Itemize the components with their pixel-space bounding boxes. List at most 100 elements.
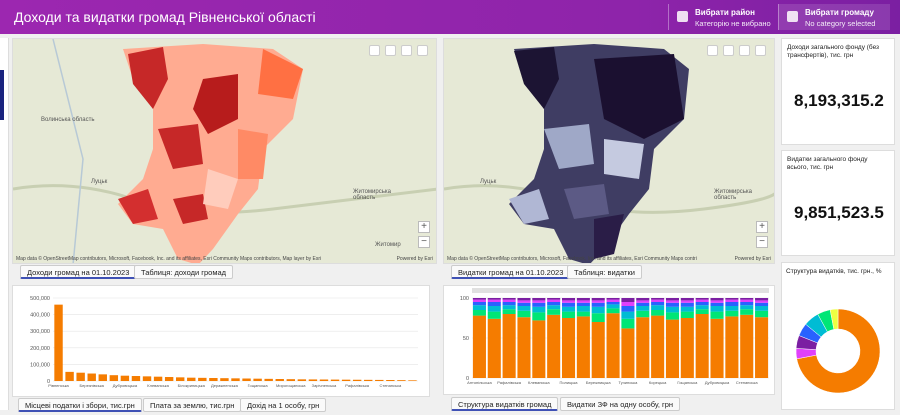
bar-segment [517, 302, 531, 306]
bar-segment [606, 298, 620, 300]
home-button[interactable] [723, 45, 734, 56]
place-label: Житомирська область [353, 189, 391, 201]
bar [242, 378, 251, 381]
region [544, 124, 594, 169]
region [193, 74, 238, 134]
x-tick-label: Білокриницька [178, 383, 206, 388]
legend-button[interactable] [739, 45, 750, 56]
map-canvas [444, 44, 774, 263]
bar-segment [591, 300, 605, 303]
layers-button[interactable] [417, 45, 428, 56]
region [158, 124, 203, 169]
bar-segment [755, 310, 769, 318]
bar-segment [606, 313, 620, 378]
bar-segment [710, 306, 724, 312]
bar-segment [710, 300, 724, 303]
bar-segment [665, 319, 680, 378]
region [564, 184, 609, 219]
zoom-in[interactable]: + [418, 221, 430, 233]
bar-segment [755, 317, 769, 378]
bar [54, 304, 63, 381]
y-tick-label: 0 [47, 379, 50, 385]
layers-button[interactable] [755, 45, 766, 56]
y-tick-label: 500,000 [30, 296, 50, 302]
home-button[interactable] [385, 45, 396, 56]
bar-segment [517, 300, 531, 303]
bar-segment [502, 305, 516, 310]
x-tick-label: Мирогощанська [276, 383, 306, 388]
bar-segment [665, 306, 680, 313]
bar-segment [606, 308, 620, 314]
kpi-value: 8,193,315.2 [794, 91, 884, 110]
bar-segment [695, 314, 709, 378]
bar-segment [680, 318, 694, 378]
bar-segment [725, 310, 739, 317]
map-income[interactable]: Волинська область Луцьк Житомирська обла… [12, 38, 437, 264]
bar [352, 379, 362, 381]
bar-segment [651, 305, 665, 310]
bar [131, 376, 141, 381]
region [128, 47, 168, 109]
region [118, 44, 303, 263]
x-tick-label: Рафалівська [345, 383, 370, 388]
bar-segment [636, 310, 650, 318]
attribution: Map data © OpenStreetMap contributors, M… [447, 256, 697, 262]
y-tick-label: 0 [466, 376, 469, 382]
tab[interactable]: Таблиця: доходи громад [134, 265, 234, 279]
zoom-in[interactable]: + [756, 221, 768, 233]
bar-segment [680, 306, 694, 312]
tab[interactable]: Видатки громад на 01.10.2023 [451, 265, 571, 279]
tab[interactable]: Видатки ЗФ на одну особу, грн [560, 397, 681, 411]
zoom-out[interactable]: − [756, 236, 768, 248]
bar-segment [651, 315, 665, 378]
y-tick-label: 400,000 [30, 313, 50, 319]
search-button[interactable] [707, 45, 718, 56]
tab[interactable]: Доходи громад на 01.10.2023 [20, 265, 137, 279]
tab[interactable]: Таблиця: видатки [567, 265, 642, 279]
x-tick-label: Дубровицька [705, 380, 730, 385]
donut-card: Структура видатків, тис. грн., % [781, 262, 895, 410]
bar-segment [636, 306, 650, 311]
bar [330, 379, 340, 381]
bar [364, 379, 373, 381]
bar-segment [725, 299, 739, 302]
bar-segment [532, 312, 546, 321]
bar-segment [591, 313, 605, 322]
tab[interactable]: Структура видатків громад [451, 397, 559, 411]
bar-segment [695, 305, 709, 310]
tab[interactable]: Місцеві податки і збори, тис.грн [18, 398, 142, 412]
bar-segment [591, 322, 605, 378]
bar-segment [561, 311, 576, 318]
bar-segment [547, 305, 561, 310]
donut-chart: Структура видатків, тис. грн., % [786, 267, 882, 394]
bar-segment [547, 314, 561, 378]
bar [275, 379, 284, 381]
map-expenses[interactable]: Луцьк Житомирська область + − Map data ©… [443, 38, 775, 264]
bar-segment [621, 302, 635, 306]
bar-segment [725, 298, 739, 300]
tab[interactable]: Дохід на 1 особу, грн [240, 398, 327, 412]
search-button[interactable] [369, 45, 380, 56]
bar [341, 379, 351, 381]
bar-segment [651, 299, 665, 302]
legend-button[interactable] [401, 45, 412, 56]
title: Доходи та видатки громад Рівненської обл… [14, 9, 316, 25]
bar-segment [591, 298, 605, 301]
bar-segment [472, 315, 486, 378]
tab[interactable]: Плата за землю, тис.грн [143, 398, 242, 412]
y-tick-label: 100 [460, 296, 469, 302]
bar-segment [517, 317, 531, 378]
bar-segment [740, 309, 754, 315]
bar-segment [695, 302, 709, 306]
bar-segment [576, 306, 590, 312]
filter-community[interactable]: Вибрати громаду No category selected [778, 4, 890, 30]
bar-segment [680, 298, 694, 301]
region [118, 189, 158, 224]
bar-segment [651, 298, 665, 300]
bar-segment [651, 310, 665, 316]
filter-district[interactable]: Вибрати район Категорію не вибрано [668, 4, 778, 30]
zoom-out[interactable]: − [418, 236, 430, 248]
powered-by: Powered by Esri [396, 256, 433, 262]
x-tick-label: Рівненська [48, 383, 69, 388]
bar [253, 378, 262, 381]
